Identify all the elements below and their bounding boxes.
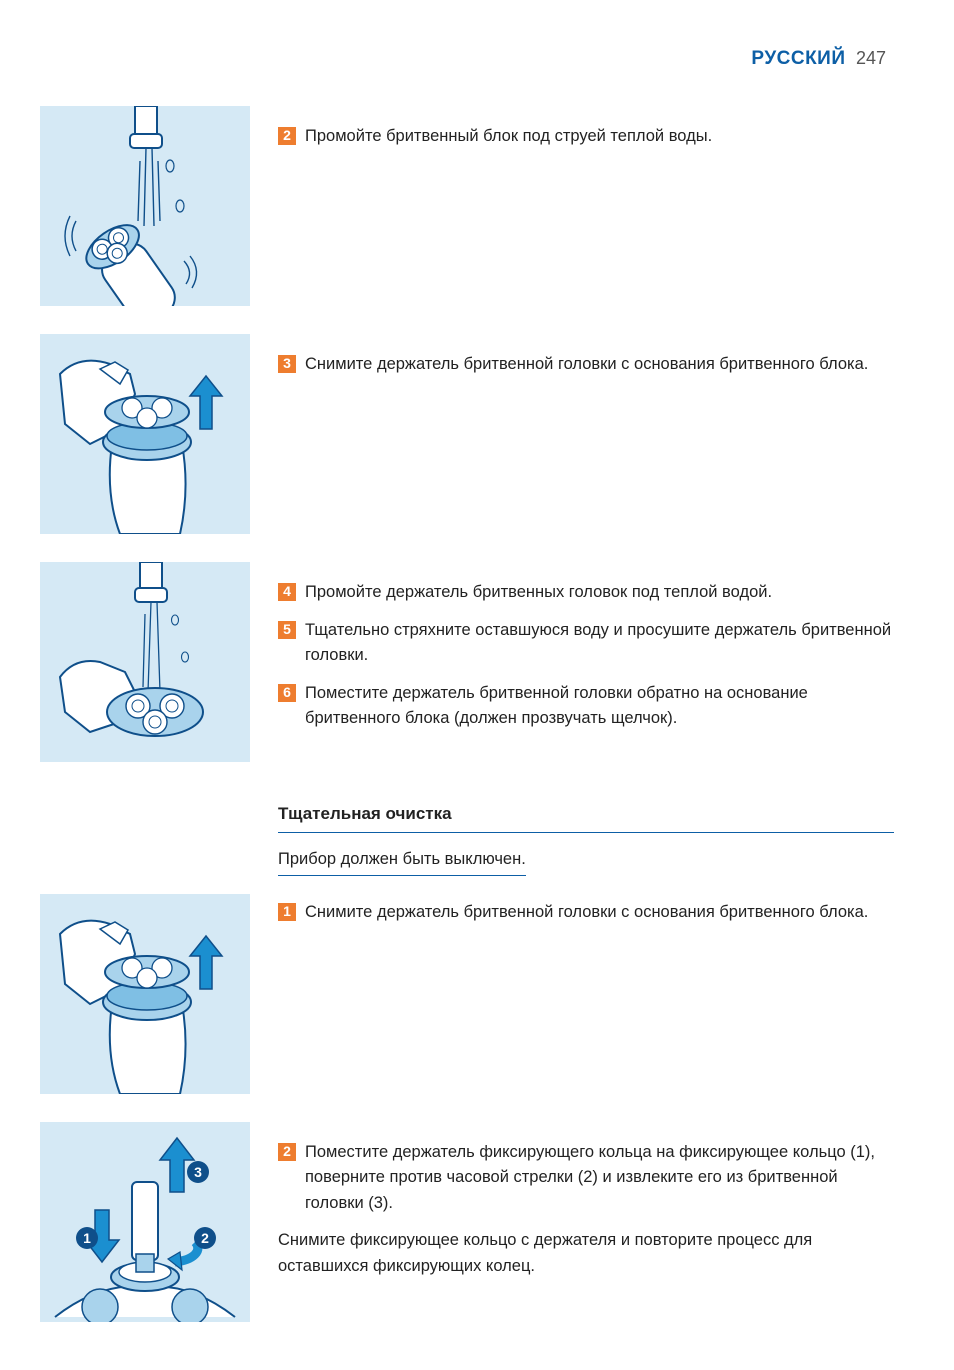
step-number-badge: 5 — [278, 621, 296, 639]
instruction-row-2: 3 Снимите держатель бритвенной головки с… — [40, 334, 894, 534]
step-text-block-2: 3 Снимите держатель бритвенной головки с… — [278, 334, 894, 534]
figure-spacer — [40, 770, 250, 886]
page-number: 247 — [856, 48, 886, 68]
figure-remove-holder-2 — [40, 894, 250, 1094]
step-text-block-1: 2 Промойте бритвенный блок под струей те… — [278, 106, 894, 306]
step-number-badge: 2 — [278, 1143, 296, 1161]
svg-text:1: 1 — [83, 1230, 91, 1246]
language-label: РУССКИЙ — [751, 48, 845, 69]
step-s2-1: 1 Снимите держатель бритвенной головки с… — [278, 900, 894, 926]
section-rule — [278, 832, 894, 833]
step-text: Промойте держатель бритвенных головок по… — [305, 580, 894, 606]
section-2-header-row: Тщательная очистка Прибор должен быть вы… — [40, 770, 894, 886]
step-text: Поместите держатель бритвенной головки о… — [305, 681, 894, 732]
step-number-badge: 1 — [278, 903, 296, 921]
step-4: 4 Промойте держатель бритвенных головок … — [278, 580, 894, 606]
step-text: Снимите держатель бритвенной головки с о… — [305, 900, 894, 926]
section-title: Тщательная очистка — [278, 804, 894, 824]
svg-text:2: 2 — [201, 1230, 209, 1246]
step-5: 5 Тщательно стряхните оставшуюся воду и … — [278, 618, 894, 669]
step-s2-2: 2 Поместите держатель фиксирующего кольц… — [278, 1140, 894, 1217]
svg-text:3: 3 — [194, 1164, 202, 1180]
step-number-badge: 6 — [278, 684, 296, 702]
instruction-row-4: 1 Снимите держатель бритвенной головки с… — [40, 894, 894, 1094]
figure-remove-holder — [40, 334, 250, 534]
step-text-block-4: 1 Снимите держатель бритвенной головки с… — [278, 894, 894, 1094]
page-header: РУССКИЙ 247 — [40, 48, 894, 70]
step-number-badge: 3 — [278, 355, 296, 373]
step-6: 6 Поместите держатель бритвенной головки… — [278, 681, 894, 732]
figure-rinse-holder — [40, 562, 250, 762]
step-text: Промойте бритвенный блок под струей тепл… — [305, 124, 894, 150]
step-number-badge: 2 — [278, 127, 296, 145]
step-text: Снимите держатель бритвенной головки с о… — [305, 352, 894, 378]
instruction-row-5: 1 2 3 2 Поместите держатель фиксирующего… — [40, 1122, 894, 1322]
figure-remove-retaining-ring: 1 2 3 — [40, 1122, 250, 1322]
step-2: 2 Промойте бритвенный блок под струей те… — [278, 124, 894, 150]
section-2-header: Тщательная очистка Прибор должен быть вы… — [278, 770, 894, 886]
instruction-row-1: 2 Промойте бритвенный блок под струей те… — [40, 106, 894, 306]
step-text: Тщательно стряхните оставшуюся воду и пр… — [305, 618, 894, 669]
instruction-row-3: 4 Промойте держатель бритвенных головок … — [40, 562, 894, 762]
manual-page: РУССКИЙ 247 — [0, 0, 954, 1370]
section-intro: Прибор должен быть выключен. — [278, 847, 526, 876]
step-text: Поместите держатель фиксирующего кольца … — [305, 1140, 894, 1217]
step-text-block-3: 4 Промойте держатель бритвенных головок … — [278, 562, 894, 762]
step-3: 3 Снимите держатель бритвенной головки с… — [278, 352, 894, 378]
section-note: Снимите фиксирующее кольцо с держателя и… — [278, 1228, 894, 1279]
step-number-badge: 4 — [278, 583, 296, 601]
step-text-block-5: 2 Поместите держатель фиксирующего кольц… — [278, 1122, 894, 1322]
figure-rinse-shaver — [40, 106, 250, 306]
